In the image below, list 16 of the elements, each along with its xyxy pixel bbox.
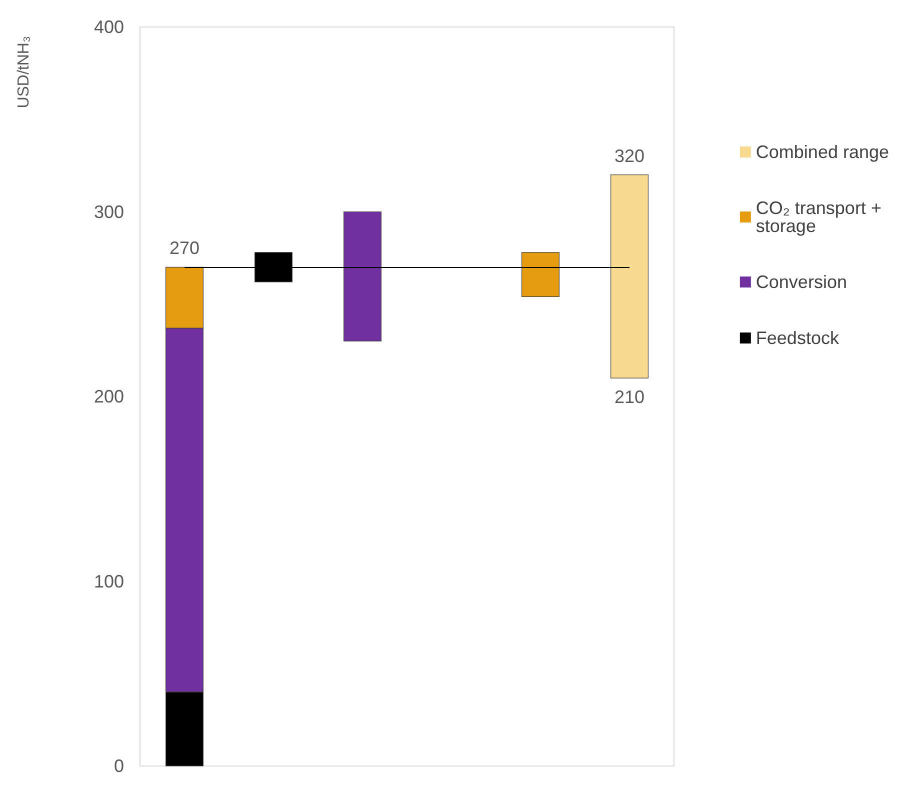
y-tick-label: 200 xyxy=(94,386,124,406)
legend-label: CO₂ transport + storage xyxy=(756,198,886,236)
bar xyxy=(522,252,560,298)
y-tick-label: 300 xyxy=(94,202,124,222)
annotation: 210 xyxy=(614,387,645,408)
y-tick-label: 0 xyxy=(114,756,124,776)
legend-label: Combined range xyxy=(756,142,890,162)
annotation: 320 xyxy=(614,146,645,166)
bar xyxy=(610,174,648,378)
y-tick-label: 400 xyxy=(94,17,124,37)
legend-label: Conversion xyxy=(756,272,847,292)
bar xyxy=(344,211,382,342)
y-axis-title: USD/tNH₃ xyxy=(16,36,32,108)
y-tick-label: 100 xyxy=(94,571,124,592)
legend-label: Feedstock xyxy=(756,328,840,348)
annotation: 270 xyxy=(169,238,200,258)
